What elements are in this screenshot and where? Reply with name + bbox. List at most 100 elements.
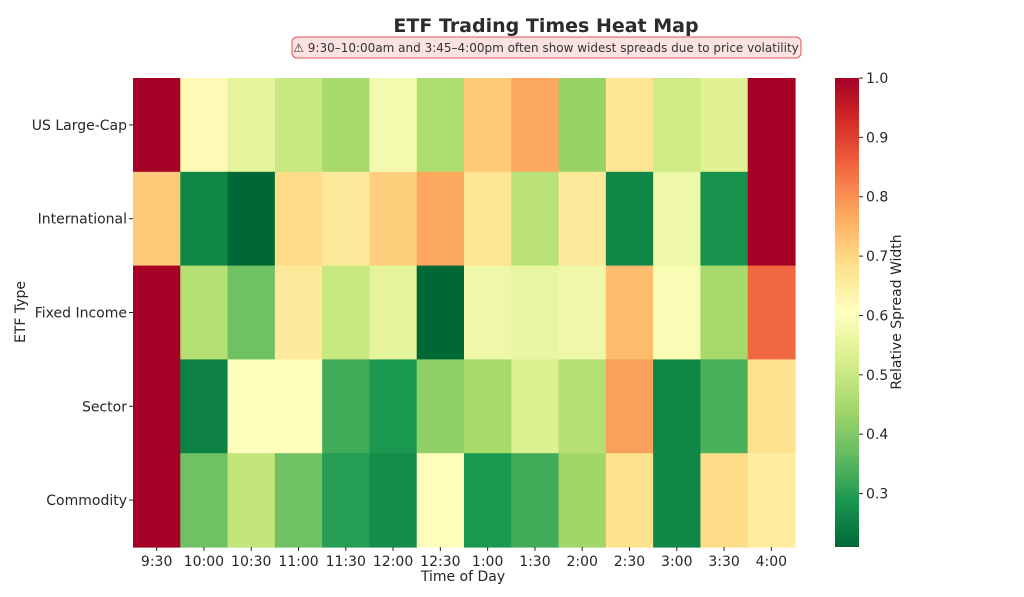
y-tick-label: Sector [82,399,127,415]
heatmap-cell [180,453,229,548]
heatmap-cell [180,265,229,360]
x-tick-label: 1:30 [519,554,550,570]
heatmap-cell [464,265,512,360]
heatmap-cell [322,359,371,454]
heatmap-cell [747,265,796,360]
heatmap-cell [653,78,702,173]
heatmap-cell [227,265,276,360]
heatmap-cell [511,78,560,173]
heatmap-cell [558,171,607,267]
x-tick-label: 10:30 [231,554,271,570]
x-tick-label: 2:30 [614,554,645,570]
heatmap-cell [369,171,418,267]
heatmap-cell [653,265,702,360]
heatmap-cells [133,78,796,548]
heatmap-cell [227,78,276,173]
heatmap-cell [747,171,796,267]
colorbar-tick-label: 0.6 [866,308,888,324]
heatmap-cell [464,78,512,173]
x-axis-label: Time of Day [420,569,505,585]
y-tick-label: International [38,212,127,228]
annotation-text: ⚠ 9:30–10:00am and 3:45–4:00pm often sho… [293,41,799,55]
heatmap-cell [511,453,560,548]
heatmap-cell [700,453,749,548]
heatmap-cell [416,359,465,454]
heatmap-cell [511,265,560,360]
colorbar-label: Relative Spread Width [889,234,905,389]
heatmap-cell [653,453,702,548]
heatmap-cell [605,453,654,548]
heatmap-cell [227,171,276,267]
heatmap-cell [464,453,512,548]
heatmap-cell [416,78,465,173]
heatmap-cell [133,453,181,548]
x-tick-label: 11:30 [326,554,366,570]
heatmap-cell [274,171,323,267]
x-tick-label: 12:30 [420,554,460,570]
heatmap-cell [653,171,702,267]
heatmap-cell [416,265,465,360]
heatmap-cell [605,78,654,173]
colorbar-tick-label: 0.3 [866,487,888,503]
heatmap-cell [464,171,512,267]
heatmap-cell [369,265,418,360]
heatmap-cell [747,359,796,454]
heatmap-cell [558,78,607,173]
heatmap-cell [605,359,654,454]
heatmap-cell [180,359,229,454]
heatmap-cell [369,453,418,548]
heatmap-cell [322,265,371,360]
heatmap-cell [605,171,654,267]
colorbar [835,78,859,547]
colorbar-ticks: 0.3 0.4 0.5 0.6 0.7 0.8 0.9 1.0 [859,71,888,503]
x-tick-label: 3:00 [661,554,692,570]
x-tick-label: 10:00 [184,554,224,570]
heatmap-cell [700,171,749,267]
heatmap-cell [369,78,418,173]
heatmap-cell [558,265,607,360]
y-axis-label: ETF Type [13,281,29,343]
x-tick-label: 11:00 [278,554,318,570]
y-tick-label: Fixed Income [35,306,127,322]
x-tick-label: 2:00 [566,554,597,570]
x-tick-label: 4:00 [756,554,787,570]
heatmap-cell [369,359,418,454]
y-tick-label: US Large-Cap [32,118,127,134]
colorbar-tick-label: 1.0 [866,71,888,87]
x-tick-label: 3:30 [708,554,739,570]
heatmap-cell [133,78,181,173]
x-tick-label: 9:30 [141,554,172,570]
heatmap-cell [227,359,276,454]
heatmap-cell [700,359,749,454]
heatmap-cell [274,359,323,454]
heatmap-cell [700,78,749,173]
colorbar-tick-label: 0.8 [866,190,888,206]
x-axis-ticks: 9:30 10:00 10:30 11:00 11:30 12:00 12:30 1:00 1:… [141,547,787,570]
heatmap-cell [605,265,654,360]
colorbar-tick-label: 0.9 [866,130,888,146]
heatmap-cell [464,359,512,454]
x-tick-label: 1:00 [472,554,503,570]
heatmap-cell [747,78,796,173]
heatmap-cell [322,453,371,548]
heatmap-cell [416,171,465,267]
annotation-box [291,36,802,59]
heatmap-cell [180,171,229,267]
heatmap-cell [653,359,702,454]
colorbar-tick-label: 0.5 [866,368,888,384]
heatmap-cell [133,171,181,267]
heatmap-cell [322,171,371,267]
colorbar-tick-label: 0.7 [866,249,888,265]
heatmap-cell [558,359,607,454]
heatmap-cell [180,78,229,173]
x-tick-label: 12:00 [373,554,413,570]
heatmap-cell [274,265,323,360]
heatmap-cell [227,453,276,548]
y-tick-label: Commodity [46,493,127,509]
heatmap-cell [558,453,607,548]
colorbar-tick-label: 0.4 [866,427,888,443]
heatmap-cell [274,453,323,548]
heatmap-cell [274,78,323,173]
heatmap-cell [416,453,465,548]
